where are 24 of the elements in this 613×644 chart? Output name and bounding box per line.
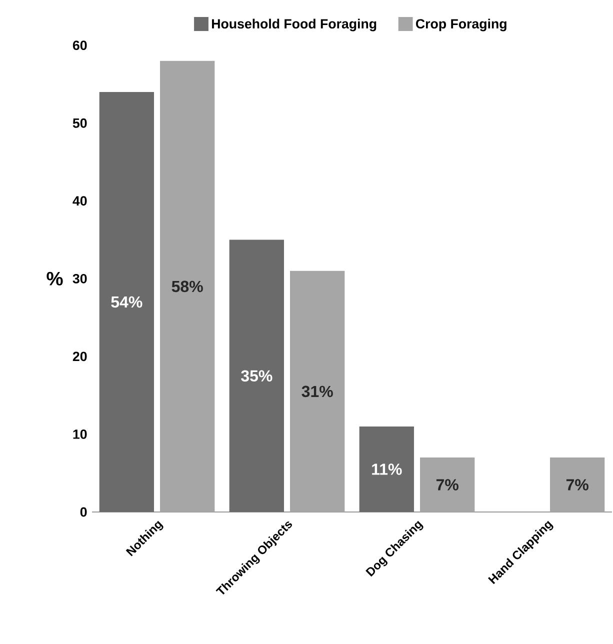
- y-axis-title: %: [46, 272, 63, 286]
- data-label: 7%: [436, 479, 458, 490]
- data-label: 31%: [302, 386, 333, 398]
- bar: [160, 60, 215, 512]
- data-label: 11%: [372, 464, 402, 475]
- y-tick-label: 10: [73, 430, 87, 439]
- data-label: 58%: [172, 280, 203, 292]
- y-tick-label: 0: [80, 507, 87, 517]
- legend-label: Crop Foraging: [416, 18, 506, 32]
- bar: [99, 92, 154, 512]
- y-tick-label: 40: [72, 196, 87, 206]
- bar: [420, 458, 475, 512]
- y-tick-label: 60: [72, 40, 87, 50]
- bar: [359, 426, 414, 512]
- bar: [229, 240, 284, 512]
- data-label: 7%: [566, 479, 588, 490]
- y-tick-label: 30: [72, 274, 87, 284]
- bar: [550, 458, 605, 512]
- data-label: 54%: [111, 296, 142, 308]
- y-tick-label: 50: [72, 118, 87, 128]
- data-label: 35%: [241, 370, 272, 382]
- bar: [290, 270, 345, 512]
- legend-label: Household Food Foraging: [212, 18, 376, 32]
- y-tick-label: 20: [72, 352, 87, 362]
